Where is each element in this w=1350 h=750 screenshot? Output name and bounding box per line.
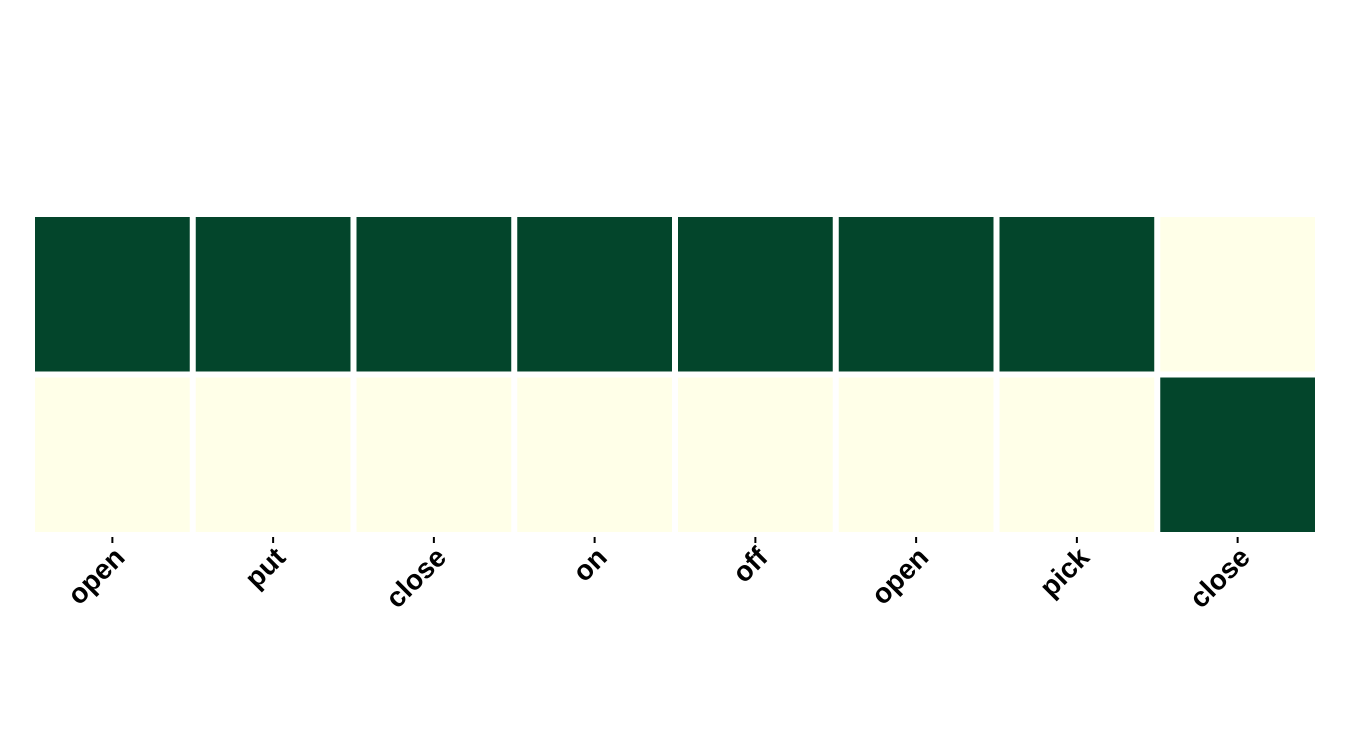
heatmap-cell [1160, 377, 1315, 532]
x-axis-tick-label: close [380, 541, 453, 614]
x-axis-tick-label: on [567, 541, 613, 587]
heatmap-cell [35, 217, 190, 372]
heatmap-cell [517, 217, 672, 372]
heatmap-cell [678, 377, 833, 532]
x-axis-tick-label: pick [1034, 541, 1096, 603]
heatmap-cell [838, 217, 994, 372]
heatmap-cell [356, 217, 512, 372]
x-axis-tick-label: put [239, 541, 292, 594]
heatmap-cell [195, 217, 351, 372]
x-axis-tick-label: off [726, 541, 774, 589]
x-axis-tick-label: open [61, 541, 130, 610]
heatmap-cell [517, 377, 672, 532]
heatmap-cell [999, 217, 1155, 372]
heatmap-cell [35, 377, 190, 532]
x-axis-tick-labels: open put close on off open pick close [61, 541, 1255, 614]
heatmap-cell [678, 217, 833, 372]
heatmap-cell [356, 377, 512, 532]
heatmap-cell [1160, 217, 1315, 372]
heatmap-cells [35, 217, 1315, 532]
x-axis-tick-label: open [865, 541, 934, 610]
heatmap-cell [838, 377, 994, 532]
heatmap-cell [999, 377, 1155, 532]
heatmap-cell [195, 377, 351, 532]
x-axis-tick-label: close [1183, 541, 1256, 614]
x-axis-ticks [111, 537, 1239, 543]
